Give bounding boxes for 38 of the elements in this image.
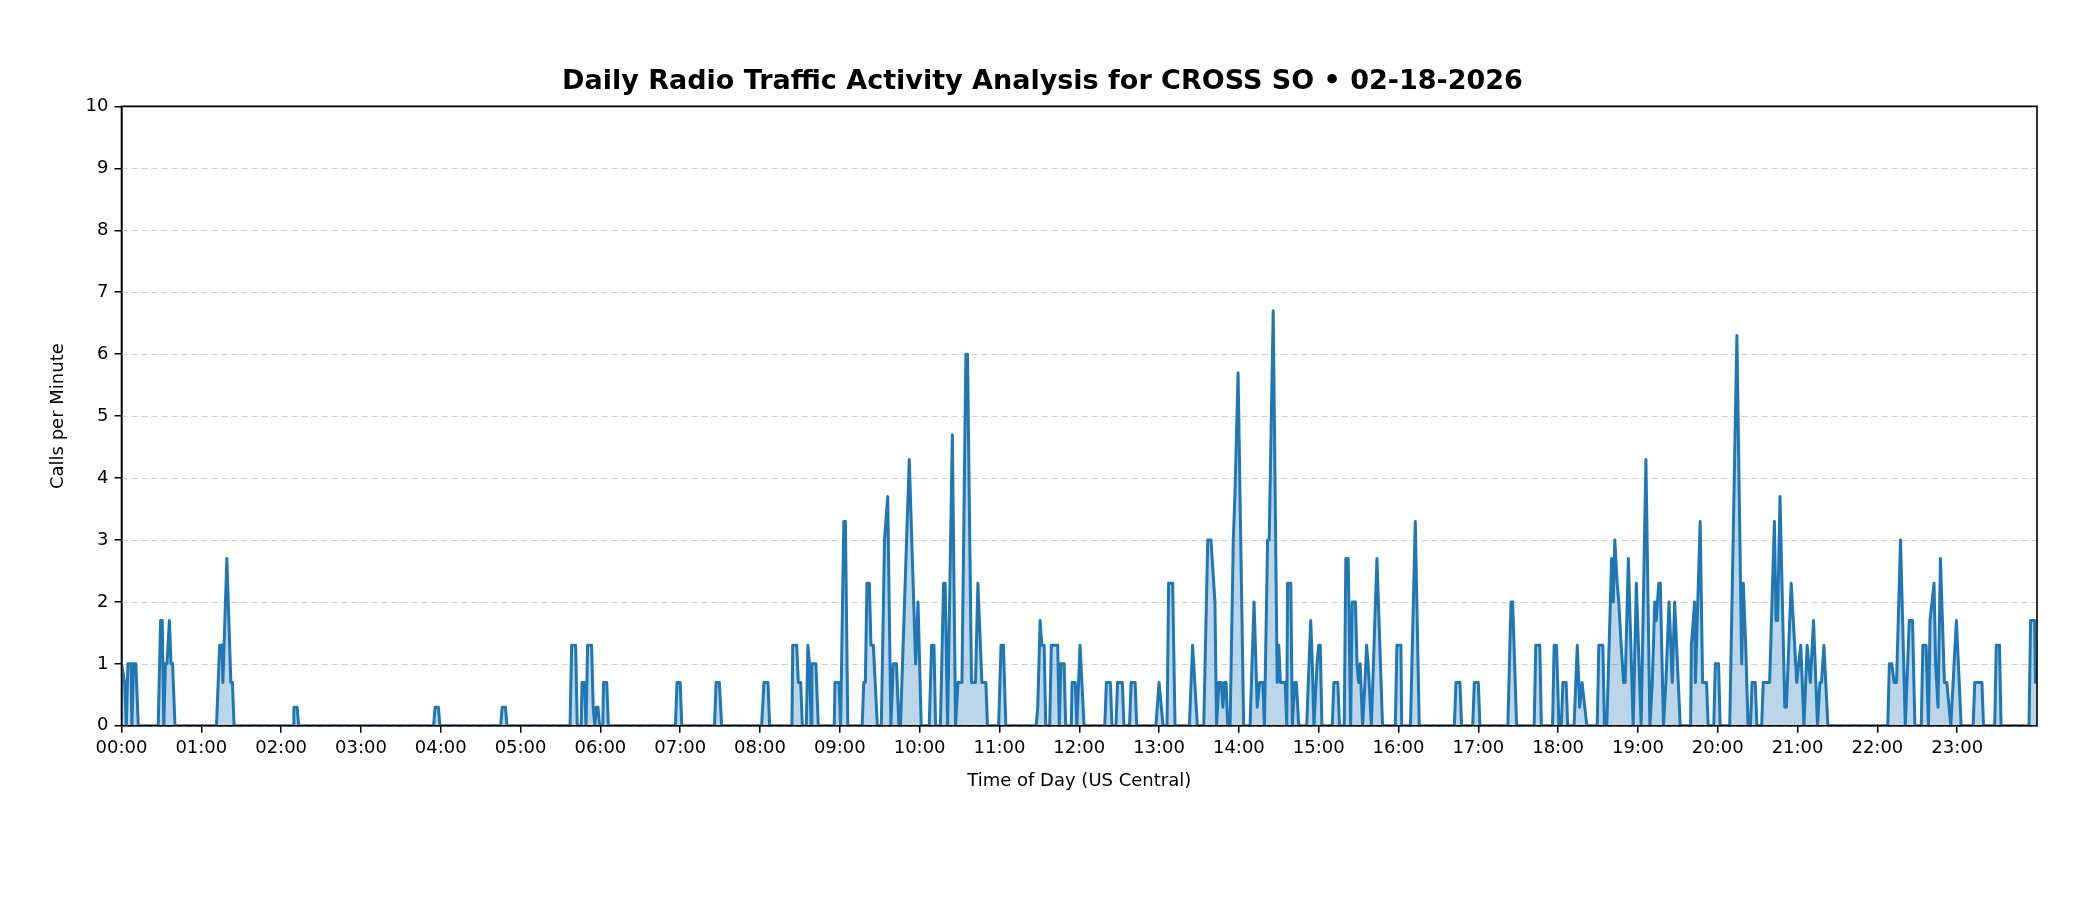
x-tick-label: 12:00 xyxy=(1053,736,1106,758)
y-tick-label: 8 xyxy=(97,217,109,239)
x-tick-label: 09:00 xyxy=(813,736,866,758)
y-tick-label: 7 xyxy=(97,279,109,301)
x-tick-label: 07:00 xyxy=(654,736,707,758)
x-axis-title: Time of Day (US Central) xyxy=(966,768,1192,790)
x-tick-label: 14:00 xyxy=(1212,736,1265,758)
y-tick-label: 3 xyxy=(97,527,109,549)
y-tick-label: 0 xyxy=(97,713,109,735)
chart-title: Daily Radio Traffic Activity Analysis for CROSS SO • 02-18-2026 xyxy=(562,64,1523,96)
x-tick-label: 04:00 xyxy=(414,736,467,758)
y-tick-label: 4 xyxy=(97,465,109,487)
x-tick-label: 16:00 xyxy=(1372,736,1425,758)
y-tick-label: 9 xyxy=(97,156,109,178)
y-tick-label: 1 xyxy=(97,651,109,673)
x-tick-label: 18:00 xyxy=(1532,736,1585,758)
x-tick-label: 03:00 xyxy=(335,736,387,758)
y-axis-title: Calls per Minute xyxy=(46,343,68,490)
x-tick-label: 21:00 xyxy=(1771,736,1824,758)
x-tick-label: 00:00 xyxy=(95,736,148,758)
x-tick-label: 23:00 xyxy=(1931,736,1984,758)
y-tick-label: 5 xyxy=(97,403,109,425)
x-tick-label: 11:00 xyxy=(973,736,1026,758)
x-tick-label: 20:00 xyxy=(1691,736,1744,758)
x-tick-label: 15:00 xyxy=(1292,736,1345,758)
x-tick-label: 02:00 xyxy=(255,736,308,758)
x-tick-label: 05:00 xyxy=(494,736,547,758)
x-tick-label: 10:00 xyxy=(893,736,946,758)
x-tick-label: 13:00 xyxy=(1133,736,1185,758)
x-tick-label: 17:00 xyxy=(1452,736,1505,758)
x-tick-label: 01:00 xyxy=(175,736,228,758)
y-tick-label: 10 xyxy=(85,94,109,116)
x-tick-label: 08:00 xyxy=(734,736,786,758)
x-tick-label: 22:00 xyxy=(1851,736,1904,758)
x-tick-label: 19:00 xyxy=(1612,736,1664,758)
y-tick-label: 6 xyxy=(97,341,109,363)
x-tick-label: 06:00 xyxy=(574,736,627,758)
y-tick-label: 2 xyxy=(97,589,109,611)
